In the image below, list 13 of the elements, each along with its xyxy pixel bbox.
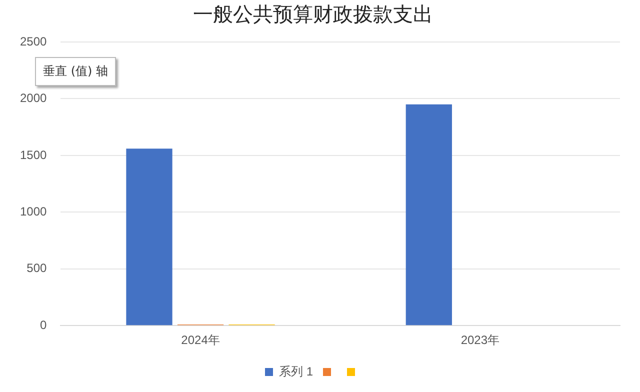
bar	[406, 104, 452, 326]
y-tick-label: 500	[26, 261, 48, 276]
y-tick-label: 0	[40, 318, 48, 332]
chart-title: 一般公共预算财政拨款支出	[193, 2, 433, 26]
annotation: 垂直 (值) 轴	[35, 57, 116, 86]
y-tick-label: 2500	[20, 34, 48, 48]
y-tick-label: 1500	[20, 148, 48, 162]
bar	[126, 148, 172, 326]
y-tick-label: 1000	[20, 204, 48, 218]
y-tick-label: 2000	[20, 91, 48, 106]
x-tick-label: 2024年	[181, 333, 220, 348]
legend-label: 系列 1	[278, 364, 314, 378]
x-tick-label: 2023年	[460, 333, 500, 348]
